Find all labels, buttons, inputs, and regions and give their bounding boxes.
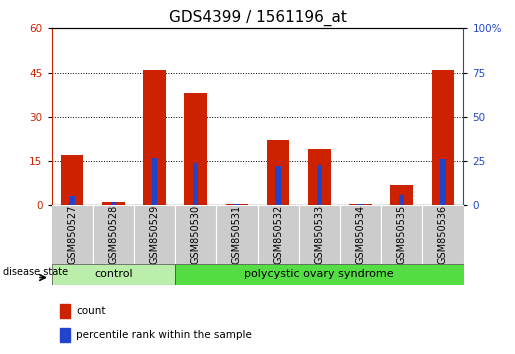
Bar: [299, 205, 340, 264]
Text: GSM850529: GSM850529: [149, 205, 160, 264]
Bar: [432, 70, 454, 205]
Text: disease state: disease state: [3, 267, 67, 277]
Bar: [134, 205, 175, 264]
Text: control: control: [94, 269, 133, 279]
Bar: [193, 163, 198, 205]
Bar: [60, 328, 70, 342]
Bar: [422, 205, 464, 264]
Bar: [184, 93, 207, 205]
Bar: [70, 196, 75, 205]
Bar: [308, 149, 331, 205]
Bar: [340, 205, 381, 264]
Bar: [381, 205, 422, 264]
Bar: [440, 159, 445, 205]
Text: GSM850534: GSM850534: [355, 205, 366, 264]
Bar: [226, 204, 248, 205]
Bar: [152, 158, 157, 205]
Text: GSM850533: GSM850533: [314, 205, 324, 264]
Bar: [111, 202, 116, 205]
Bar: [61, 155, 83, 205]
Title: GDS4399 / 1561196_at: GDS4399 / 1561196_at: [168, 9, 347, 25]
Bar: [258, 205, 299, 264]
Text: GSM850536: GSM850536: [438, 205, 448, 264]
Bar: [399, 195, 404, 205]
Bar: [175, 264, 464, 285]
Bar: [234, 204, 239, 205]
Bar: [93, 205, 134, 264]
Text: GSM850530: GSM850530: [191, 205, 201, 264]
Bar: [276, 166, 281, 205]
Bar: [358, 204, 363, 205]
Text: GSM850535: GSM850535: [397, 205, 407, 264]
Bar: [175, 205, 216, 264]
Bar: [267, 141, 289, 205]
Text: GSM850527: GSM850527: [67, 205, 77, 264]
Text: GSM850532: GSM850532: [273, 205, 283, 264]
Text: percentile rank within the sample: percentile rank within the sample: [76, 330, 252, 339]
Bar: [60, 304, 70, 318]
Bar: [143, 70, 166, 205]
Bar: [317, 165, 322, 205]
Text: count: count: [76, 306, 106, 316]
Bar: [52, 264, 175, 285]
Bar: [52, 205, 93, 264]
Text: GSM850531: GSM850531: [232, 205, 242, 264]
Text: GSM850528: GSM850528: [108, 205, 118, 264]
Text: polycystic ovary syndrome: polycystic ovary syndrome: [245, 269, 394, 279]
Bar: [102, 202, 125, 205]
Bar: [349, 204, 372, 205]
Bar: [390, 185, 413, 205]
Bar: [216, 205, 258, 264]
